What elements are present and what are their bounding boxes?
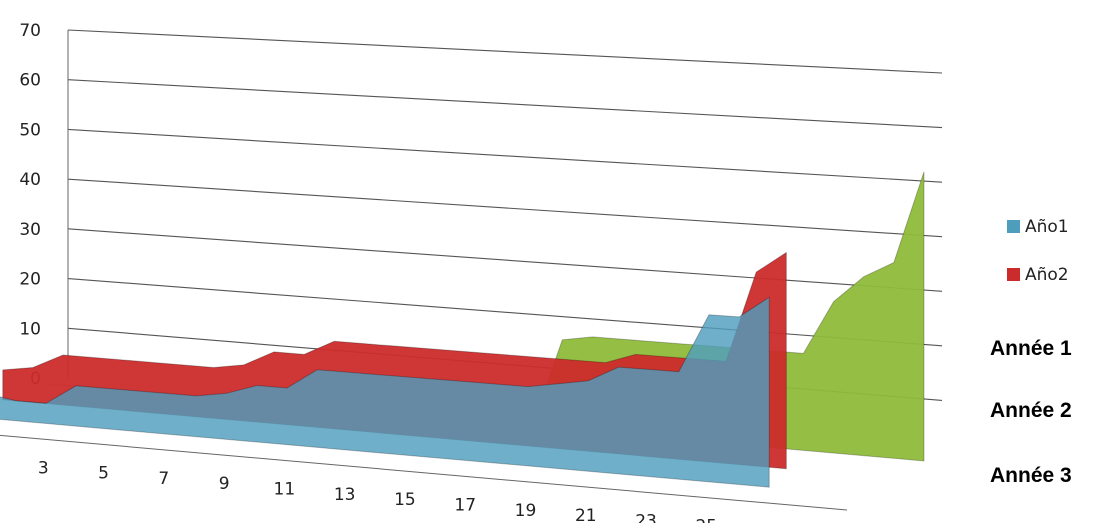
- x-tick-label: 23: [635, 511, 657, 523]
- x-tick-label: 13: [334, 485, 356, 505]
- x-tick-label: 9: [219, 474, 230, 494]
- y-tick-label: 70: [19, 21, 41, 41]
- x-axis: 1357911131517192123252729: [0, 434, 848, 523]
- gridline: [67, 29, 943, 74]
- y-tick-label: 50: [19, 120, 41, 140]
- legend-swatch: [1007, 220, 1020, 233]
- legend-swatch: [1007, 268, 1020, 281]
- legend-label: Año1: [1025, 217, 1069, 237]
- gridlines: [67, 29, 943, 401]
- x-tick-label: 17: [454, 495, 476, 515]
- y-tick-label: 30: [19, 220, 41, 240]
- y-tick-label: 20: [19, 270, 41, 290]
- area-series-1: [0, 296, 770, 488]
- gridline: [67, 228, 943, 292]
- x-tick-label: 15: [394, 490, 416, 510]
- annotation-annee-1: Année 1: [990, 337, 1072, 360]
- x-tick-label: 3: [38, 458, 49, 478]
- x-tick-label: 5: [98, 464, 109, 484]
- x-tick-label: 19: [515, 501, 537, 521]
- gridline: [67, 79, 943, 129]
- y-tick-label: 60: [19, 71, 41, 91]
- annotation-annee-2: Année 2: [990, 399, 1072, 422]
- y-tick-label: 40: [19, 170, 41, 190]
- y-tick-label: 10: [19, 319, 41, 339]
- legend-label: Año2: [1025, 265, 1069, 285]
- annotation-annee-3: Année 3: [990, 464, 1072, 487]
- x-tick-label: 21: [575, 506, 597, 523]
- x-tick-label: 11: [274, 480, 296, 500]
- series-areas: [0, 171, 925, 488]
- gridline: [67, 278, 943, 347]
- x-tick-label: 7: [158, 469, 169, 489]
- x-axis-line: [0, 434, 848, 511]
- legend: Año1 Año2: [1007, 217, 1069, 285]
- gridline: [67, 178, 943, 238]
- gridline: [67, 128, 943, 183]
- y-axis: 010203040506070: [19, 21, 69, 389]
- x-tick-label: 25: [695, 517, 717, 523]
